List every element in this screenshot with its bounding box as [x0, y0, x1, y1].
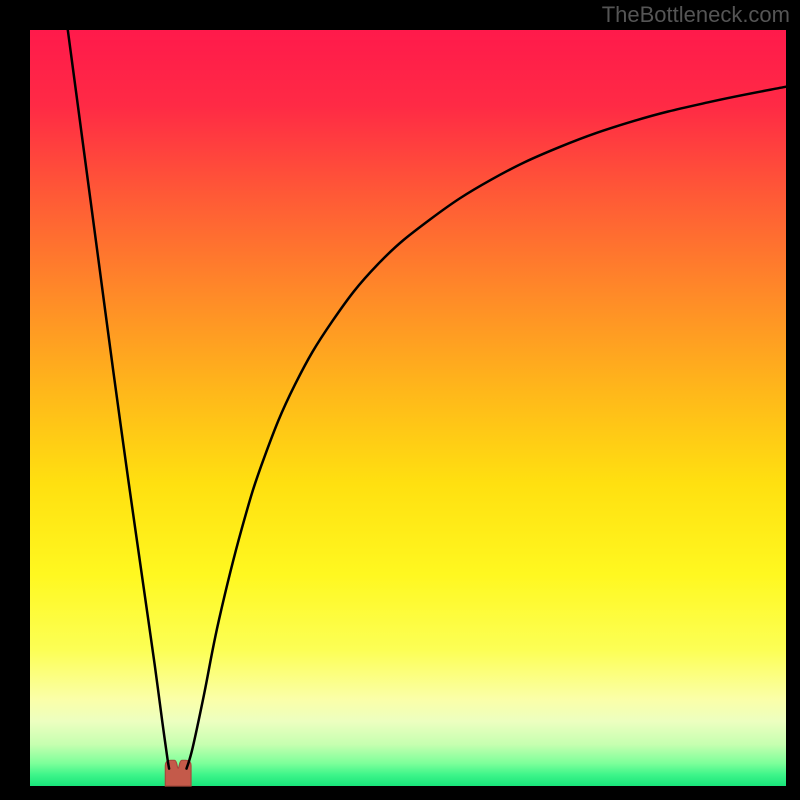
watermark-text: TheBottleneck.com [602, 2, 790, 27]
chart-gradient-background [30, 30, 786, 786]
chart-svg: TheBottleneck.com [0, 0, 800, 800]
bottleneck-chart: TheBottleneck.com [0, 0, 800, 800]
